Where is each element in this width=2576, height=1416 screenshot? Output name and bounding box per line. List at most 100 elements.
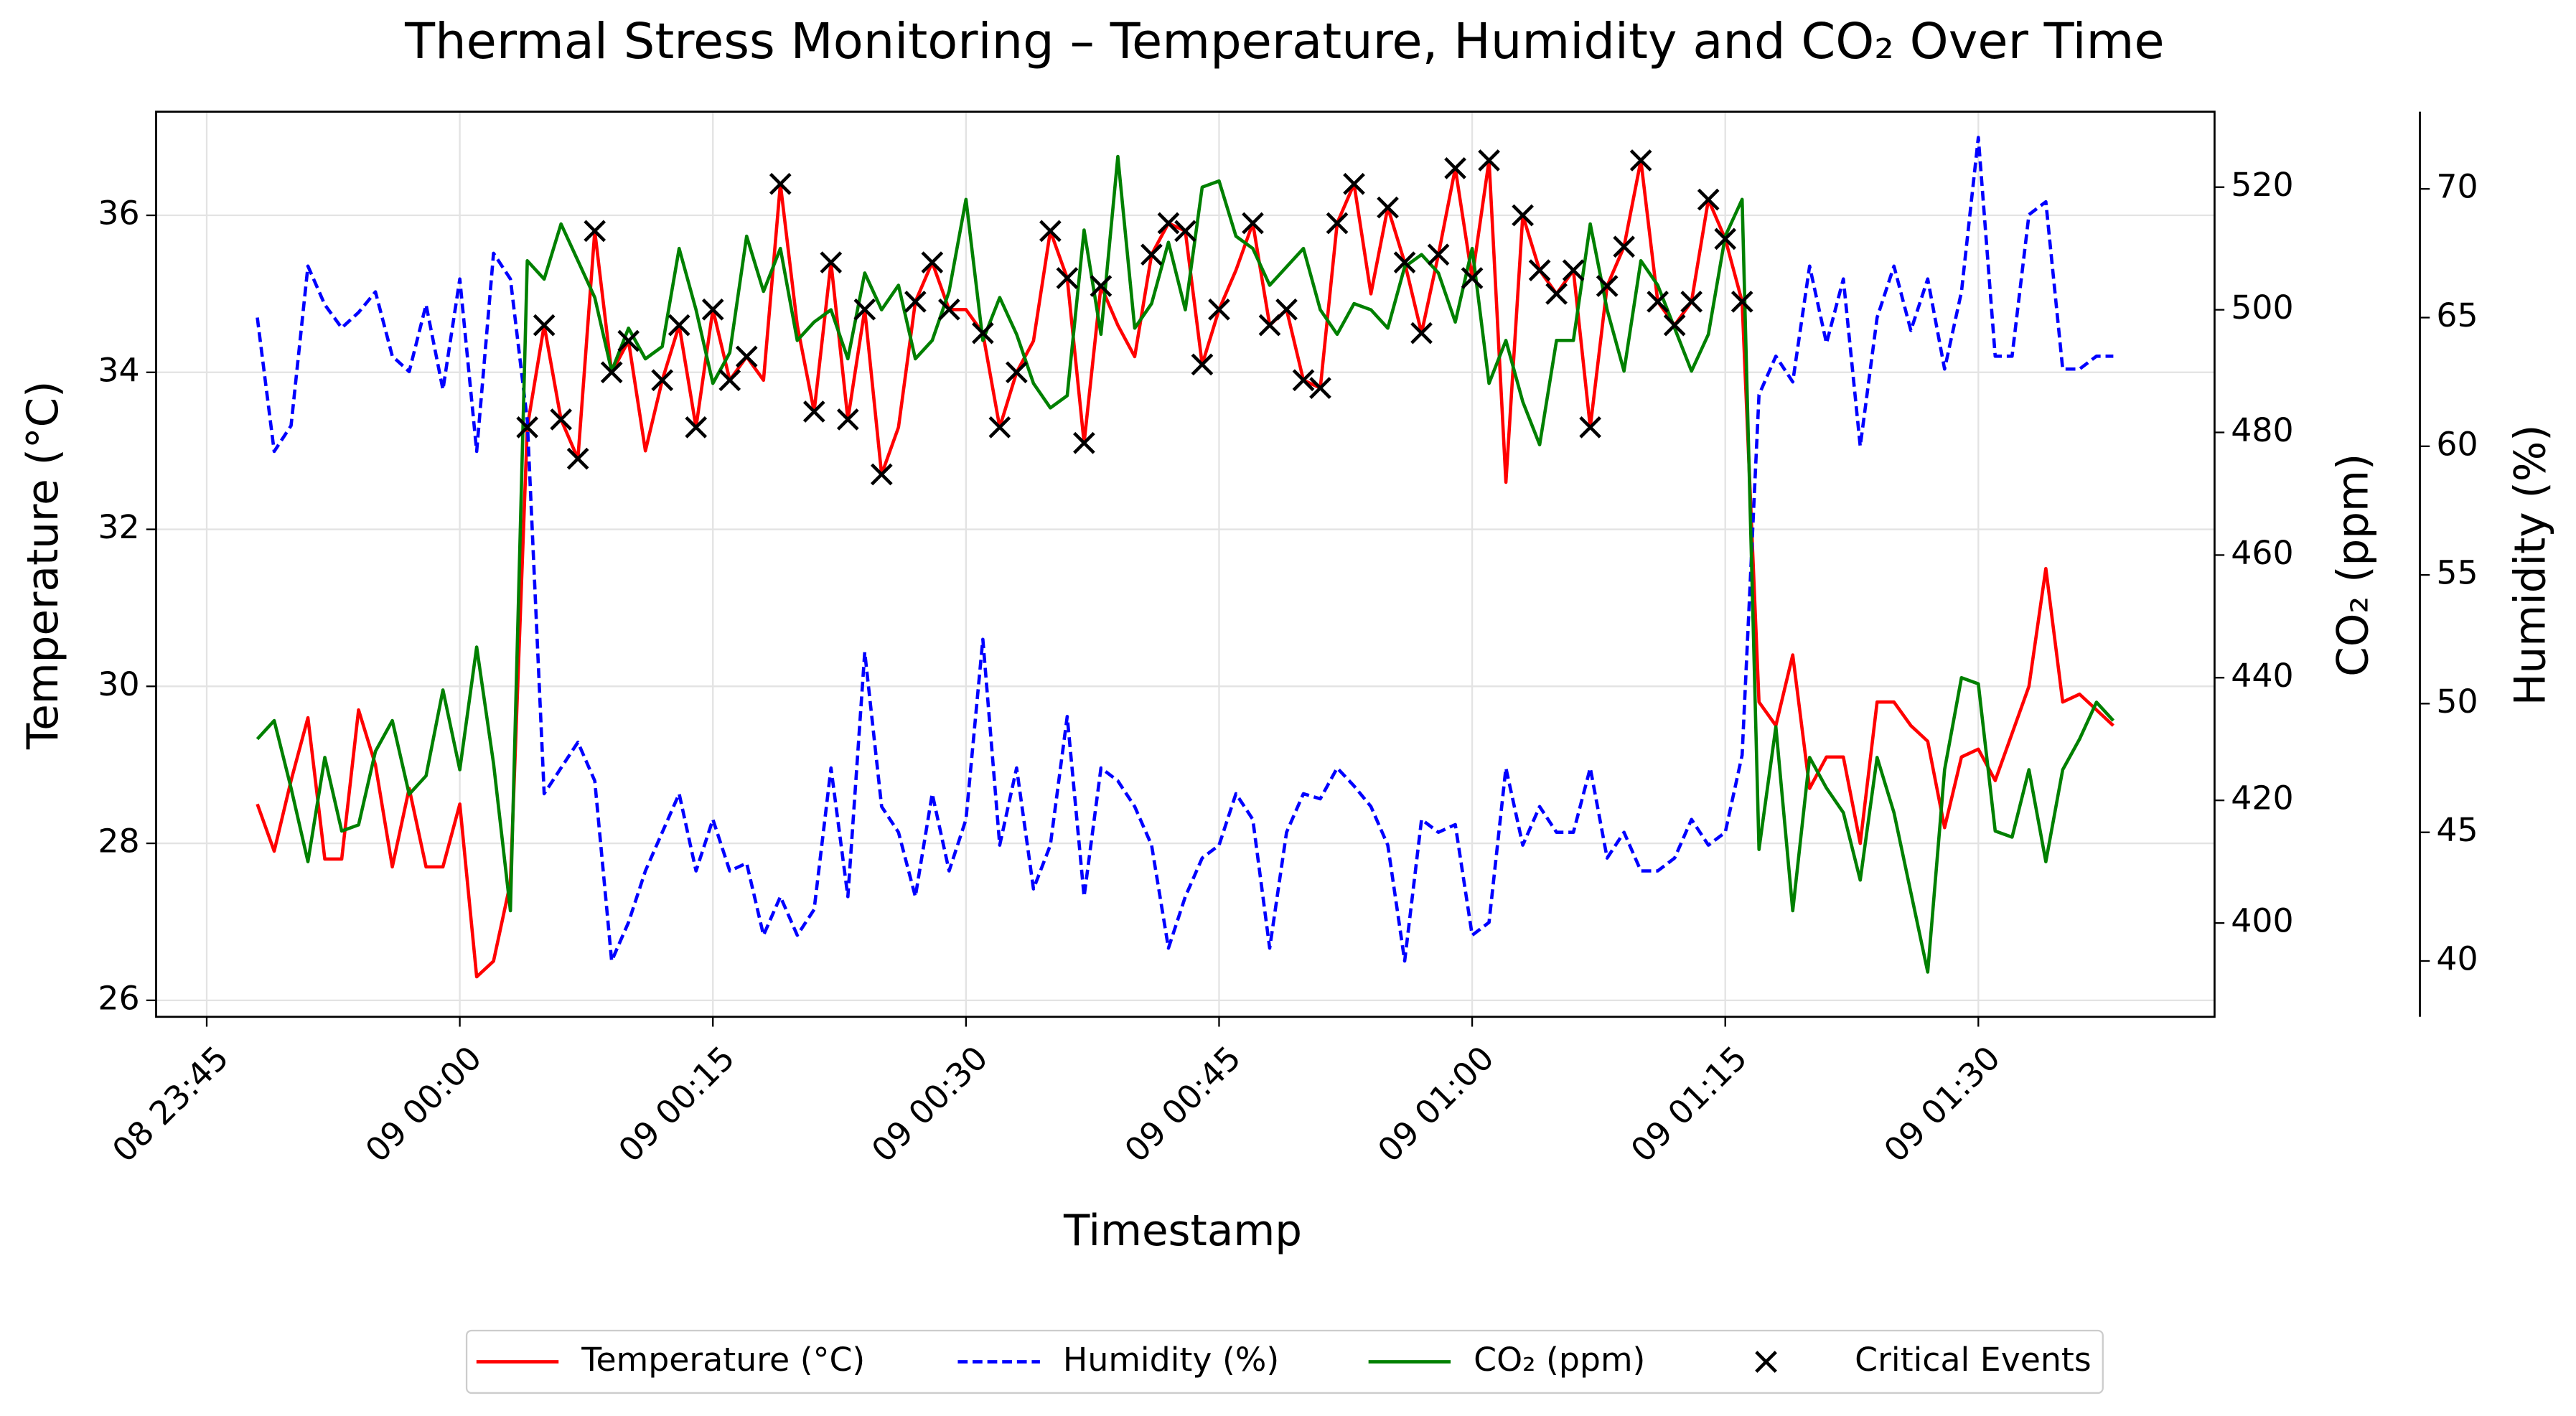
critical-marker: [1208, 298, 1230, 321]
y3-axis-label: Humidity (%): [2506, 425, 2556, 706]
y2-tick-label: 400: [2231, 902, 2293, 940]
critical-marker: [701, 298, 724, 321]
critical-marker: [1444, 157, 1466, 179]
critical-marker: [516, 416, 538, 439]
x-tick-label: 09 00:30: [864, 1038, 995, 1169]
critical-marker: [1191, 353, 1214, 376]
critical-marker: [1343, 172, 1365, 195]
critical-marker: [1090, 275, 1113, 297]
y-tick-label: 30: [98, 665, 139, 703]
critical-marker: [988, 416, 1011, 439]
x-tick-label: 09 00:15: [612, 1038, 742, 1169]
critical-marker: [937, 298, 960, 321]
critical-marker: [1647, 290, 1669, 313]
critical-marker: [1596, 275, 1619, 297]
critical-marker: [1562, 259, 1585, 281]
critical-marker: [1326, 212, 1349, 235]
critical-marker: [1697, 188, 1720, 211]
critical-marker: [1730, 290, 1753, 313]
critical-marker: [1714, 228, 1737, 250]
legend-label: Humidity (%): [1063, 1341, 1279, 1379]
critical-marker: [1073, 431, 1095, 454]
critical-marker: [685, 416, 708, 439]
critical-marker: [566, 447, 589, 470]
critical-marker: [972, 322, 994, 344]
y2-tick-label: 480: [2231, 411, 2293, 449]
y3-tick-label: 55: [2436, 554, 2478, 592]
y3-tick-label: 65: [2436, 296, 2478, 334]
y3-tick-label: 45: [2436, 811, 2478, 849]
critical-marker: [1006, 361, 1028, 384]
critical-marker: [1242, 212, 1264, 235]
x-tick-label: 09 01:15: [1624, 1038, 1754, 1169]
critical-marker: [600, 361, 623, 384]
x-tick-label: 09 01:00: [1371, 1038, 1502, 1169]
critical-marker: [836, 408, 859, 431]
x-tick-label: 09 01:30: [1877, 1038, 2008, 1169]
grid: [156, 111, 2215, 1017]
y-tick-label: 34: [98, 351, 139, 389]
critical-marker: [1613, 235, 1635, 258]
critical-marker: [1039, 220, 1062, 243]
y-tick-label: 26: [98, 979, 139, 1017]
critical-marker: [1292, 369, 1315, 392]
critical-marker: [1461, 267, 1484, 289]
y-tick-label: 32: [98, 508, 139, 546]
series-line: [256, 159, 2114, 979]
critical-marker: [668, 314, 690, 337]
legend-box: [465, 1329, 2104, 1394]
y2-tick-label: 520: [2231, 166, 2293, 204]
critical-marker: [617, 329, 640, 352]
series-line: [256, 136, 2114, 963]
y2-tick-label: 500: [2231, 289, 2293, 327]
y2-tick-label: 460: [2231, 534, 2293, 572]
x-tick-label: 09 00:00: [358, 1038, 489, 1169]
critical-marker: [1157, 212, 1180, 235]
critical-marker: [1512, 204, 1534, 227]
critical-marker: [1528, 259, 1551, 281]
legend-label: CO₂ (ppm): [1474, 1341, 1645, 1379]
critical-marker: [1579, 416, 1601, 439]
series-line: [256, 154, 2115, 974]
critical-marker: [921, 251, 944, 274]
critical-marker: [904, 290, 927, 313]
critical-marker: [1545, 283, 1568, 305]
legend-label: Critical Events: [1855, 1341, 2092, 1379]
critical-marker: [1141, 243, 1163, 266]
critical-marker: [1680, 290, 1703, 313]
y3-tick-label: 70: [2436, 168, 2478, 206]
x-axis-label: Timestamp: [1063, 1206, 1302, 1256]
legend-label: Temperature (°C): [581, 1341, 865, 1379]
critical-marker: [1629, 149, 1652, 172]
critical-marker: [1174, 220, 1196, 243]
y-axis-label: Temperature (°C): [19, 381, 68, 751]
critical-marker: [853, 298, 876, 321]
y3-tick-label: 50: [2436, 683, 2478, 721]
critical-marker: [802, 400, 825, 423]
critical-marker: [718, 369, 741, 392]
y3-tick-label: 60: [2436, 425, 2478, 463]
critical-marker: [1056, 267, 1079, 289]
y-tick-label: 28: [98, 822, 139, 861]
x-tick-label: 09 00:45: [1118, 1038, 1248, 1169]
critical-marker: [1427, 243, 1450, 266]
legend-marker: [1755, 1351, 1777, 1373]
critical-marker: [1410, 322, 1433, 344]
critical-marker: [584, 220, 606, 243]
critical-marker: [1377, 196, 1399, 219]
chart-title: Thermal Stress Monitoring – Temperature,…: [404, 13, 2164, 70]
y2-tick-label: 440: [2231, 657, 2293, 695]
x-tick-label: 08 23:45: [105, 1038, 235, 1169]
critical-marker: [769, 172, 792, 195]
critical-marker: [1478, 149, 1500, 172]
critical-marker: [1663, 314, 1686, 337]
y-tick-label: 36: [98, 194, 139, 233]
critical-marker: [550, 408, 573, 431]
critical-marker: [1393, 251, 1416, 274]
critical-marker: [533, 314, 556, 337]
plot-frame: [155, 111, 2216, 1018]
critical-marker: [820, 251, 843, 274]
critical-marker: [870, 463, 893, 486]
critical-marker: [1275, 298, 1298, 321]
